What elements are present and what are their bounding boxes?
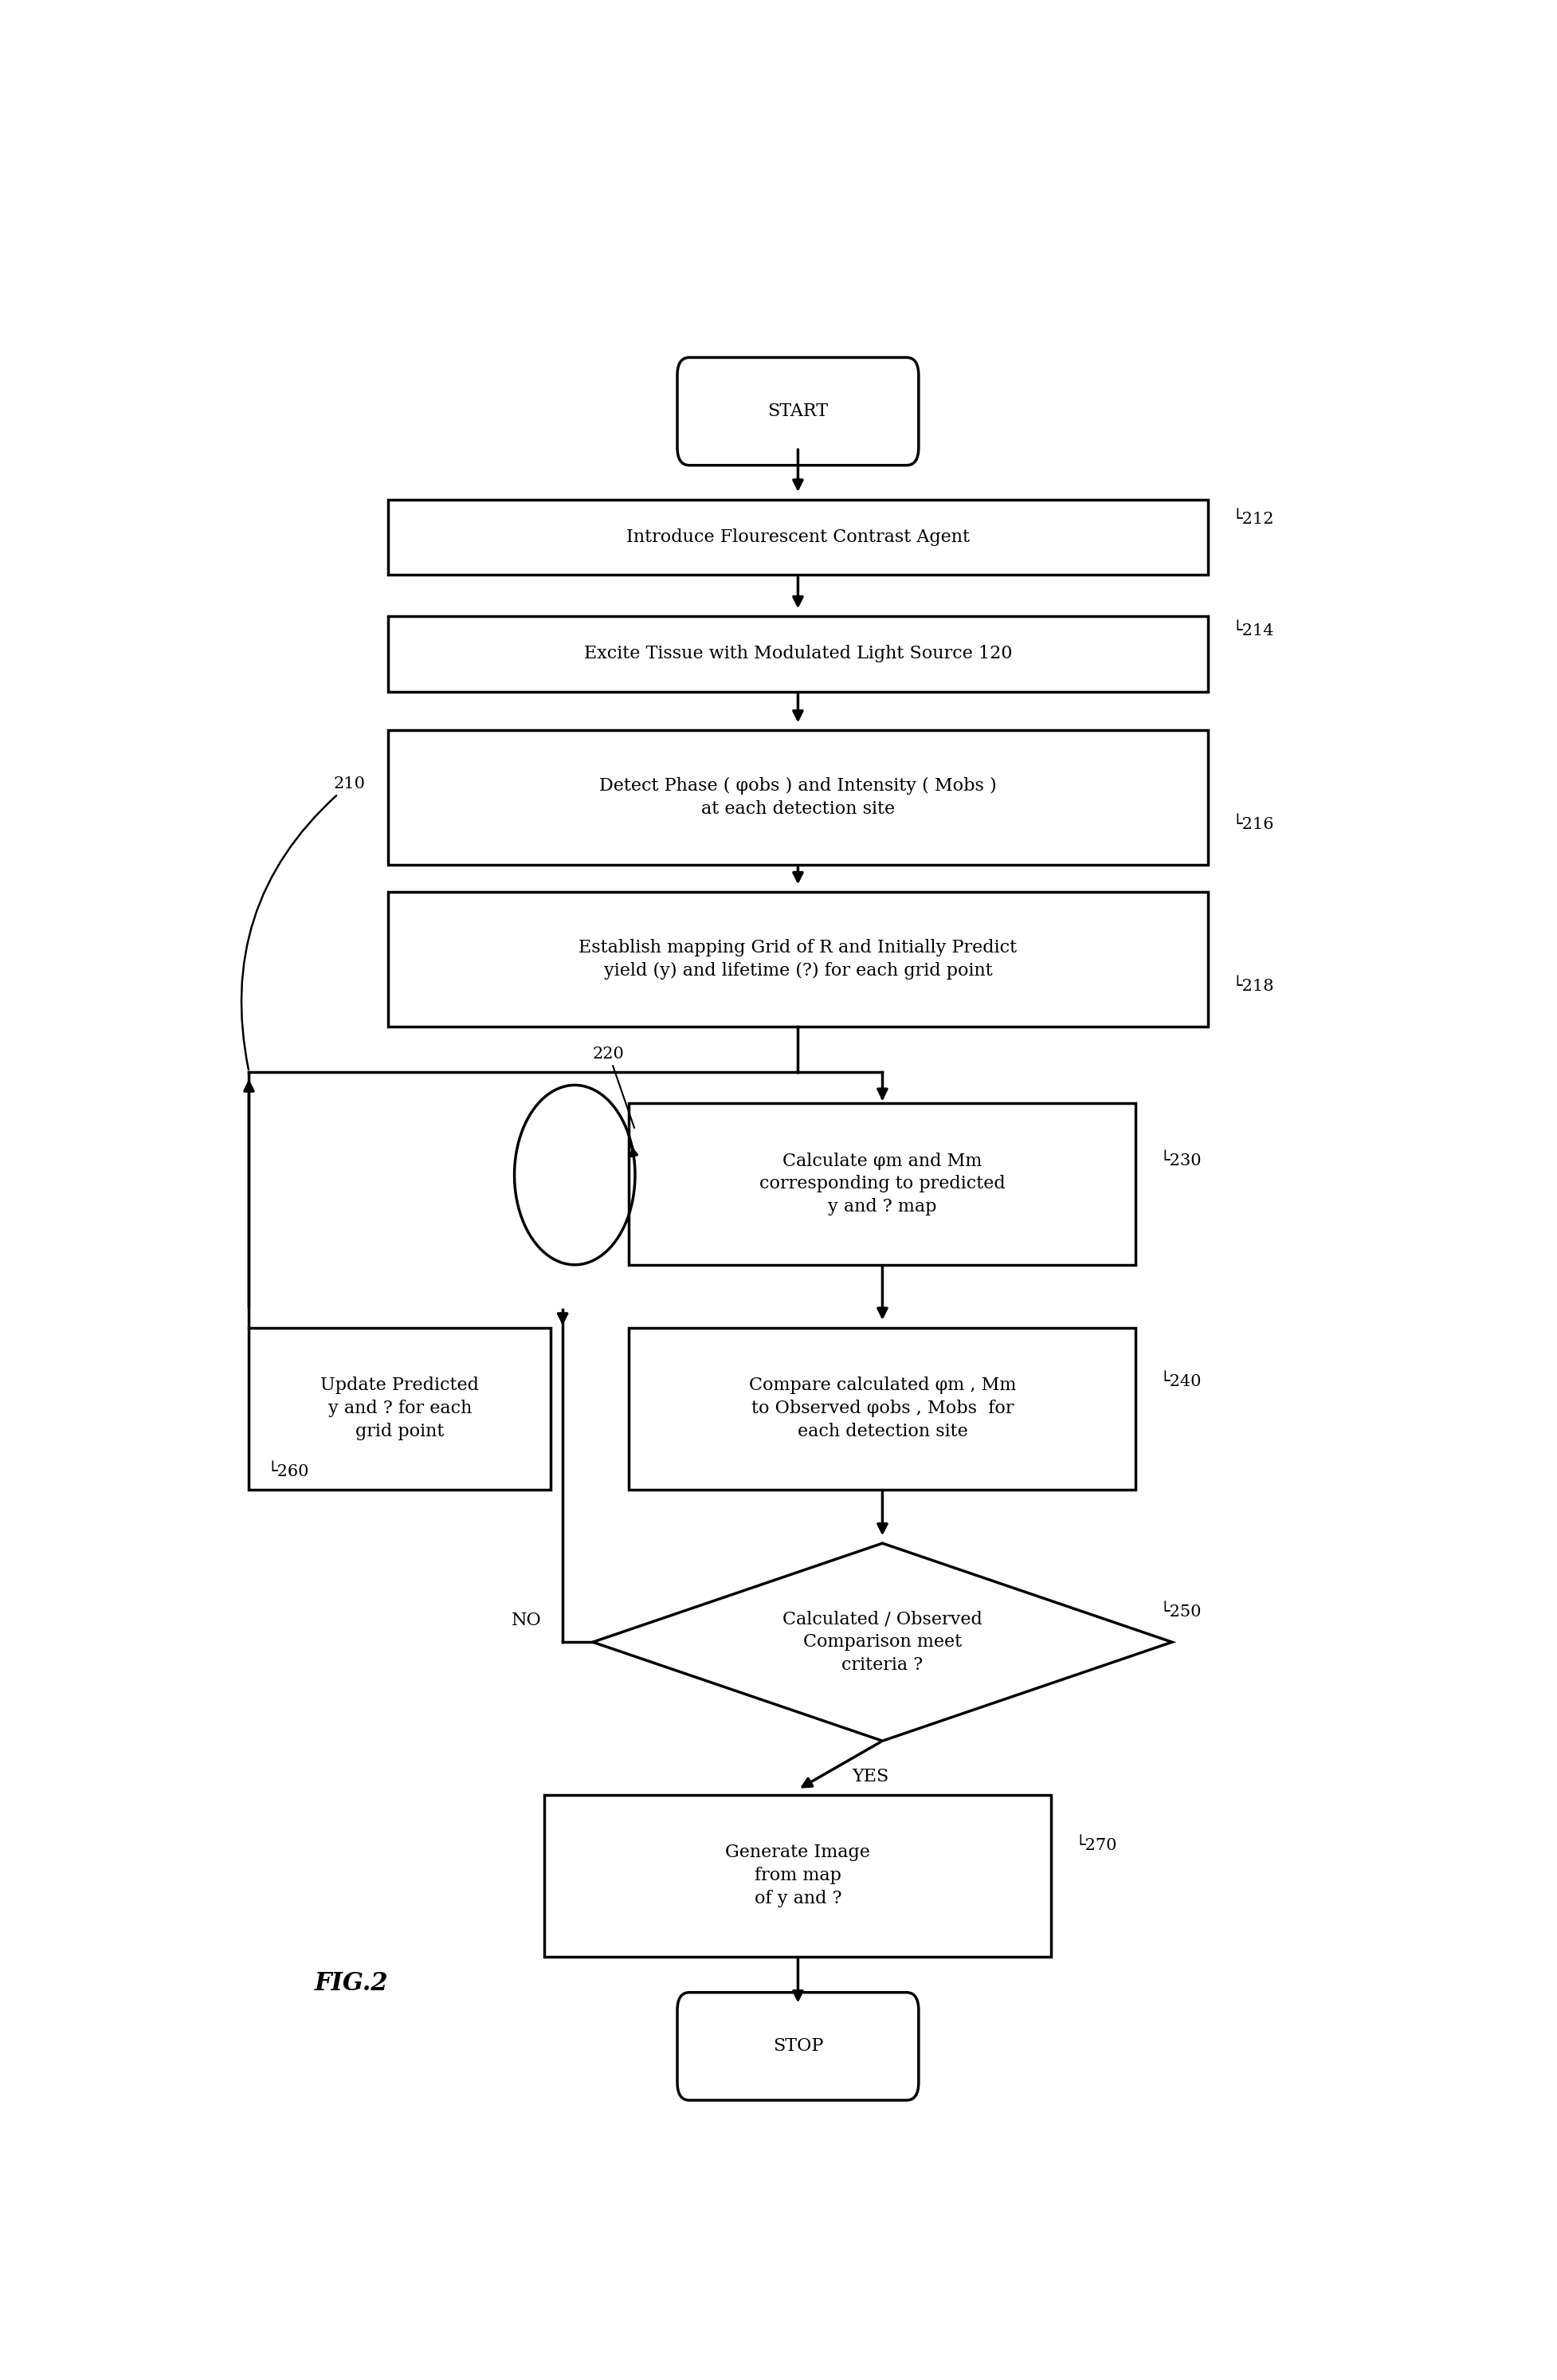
Text: └216: └216 <box>1233 816 1274 833</box>
Text: Calculate φm and Mm
corresponding to predicted
y and ? map: Calculate φm and Mm corresponding to pre… <box>760 1152 1006 1216</box>
Text: └250: └250 <box>1160 1604 1202 1618</box>
Text: STOP: STOP <box>772 2037 824 2054</box>
Text: └240: └240 <box>1160 1373 1202 1390</box>
Text: └218: └218 <box>1233 978 1274 995</box>
FancyBboxPatch shape <box>677 357 919 464</box>
Text: └212: └212 <box>1233 512 1274 526</box>
Text: └270: └270 <box>1076 1837 1118 1854</box>
Text: Update Predicted
y and ? for each
grid point: Update Predicted y and ? for each grid p… <box>321 1376 480 1440</box>
Bar <box>629 1328 1137 1490</box>
Polygon shape <box>593 1542 1172 1740</box>
Text: Detect Phase ( φobs ) and Intensity ( Mobs )
at each detection site: Detect Phase ( φobs ) and Intensity ( Mo… <box>599 778 996 819</box>
Bar <box>249 1328 551 1490</box>
Text: 210: 210 <box>241 776 366 1069</box>
Text: Compare calculated φm , Mm
to Observed φobs , Mobs  for
each detection site: Compare calculated φm , Mm to Observed φ… <box>749 1376 1017 1440</box>
Text: YES: YES <box>852 1768 889 1785</box>
Text: Introduce Flourescent Contrast Agent: Introduce Flourescent Contrast Agent <box>626 528 970 545</box>
Text: 220: 220 <box>593 1047 634 1128</box>
FancyBboxPatch shape <box>677 1992 919 2099</box>
Text: NO: NO <box>511 1611 542 1630</box>
Bar <box>629 1102 1137 1264</box>
Text: Calculated / Observed
Comparison meet
criteria ?: Calculated / Observed Comparison meet cr… <box>783 1611 982 1673</box>
Text: Establish mapping Grid of R and Initially Predict
yield (y) and lifetime (?) for: Establish mapping Grid of R and Initiall… <box>579 940 1017 981</box>
Text: FIG.2: FIG.2 <box>315 1971 388 1997</box>
Bar <box>388 500 1208 576</box>
Bar <box>545 1795 1051 1956</box>
Bar <box>388 731 1208 864</box>
Text: └260: └260 <box>268 1464 308 1480</box>
Text: └214: └214 <box>1233 624 1274 638</box>
Bar <box>388 892 1208 1026</box>
Text: └230: └230 <box>1160 1152 1202 1169</box>
Text: START: START <box>768 402 828 421</box>
Bar <box>388 616 1208 693</box>
Text: Excite Tissue with Modulated Light Source 120: Excite Tissue with Modulated Light Sourc… <box>584 645 1012 662</box>
Text: Generate Image
from map
of y and ?: Generate Image from map of y and ? <box>726 1844 870 1906</box>
